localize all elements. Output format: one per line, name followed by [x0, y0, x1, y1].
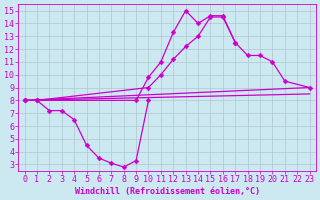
X-axis label: Windchill (Refroidissement éolien,°C): Windchill (Refroidissement éolien,°C) — [75, 187, 260, 196]
